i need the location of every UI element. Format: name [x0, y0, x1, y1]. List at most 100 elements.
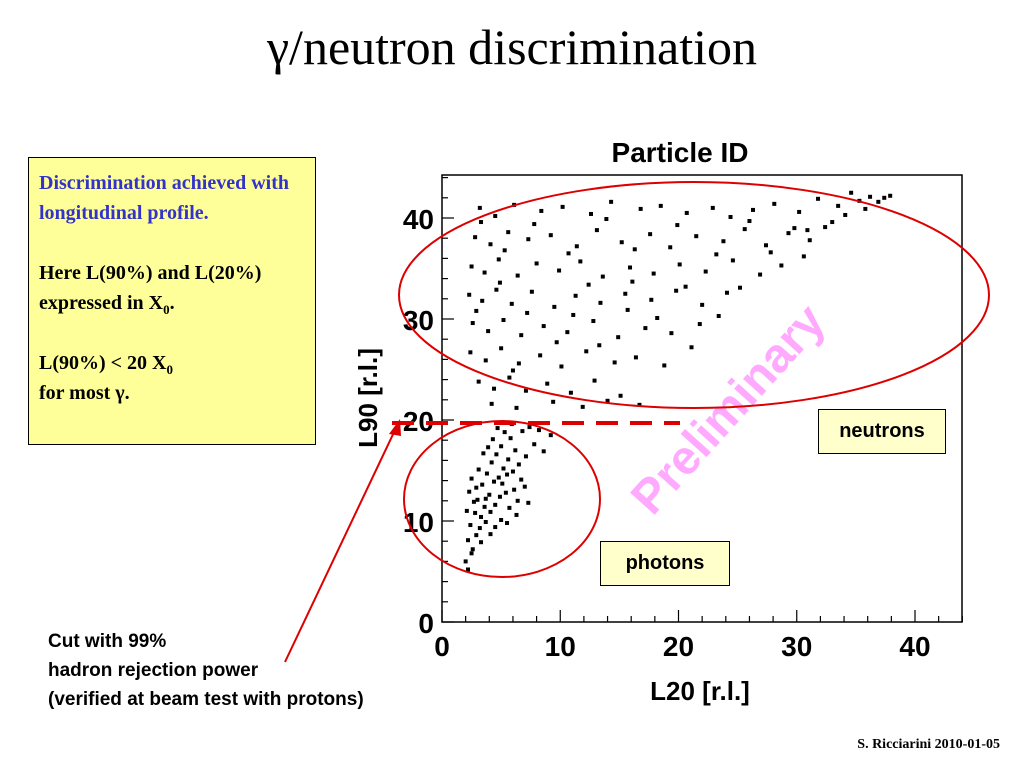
- neutrons-point: [552, 304, 557, 309]
- photons-point: [484, 471, 489, 476]
- photons-point: [483, 496, 488, 501]
- photons-point: [481, 451, 486, 456]
- x-tick-label: 10: [545, 631, 576, 662]
- neutrons-point: [499, 346, 504, 351]
- neutrons-point: [554, 340, 559, 345]
- neutrons-point: [683, 284, 688, 289]
- neutrons-point: [598, 300, 603, 305]
- photons-point: [468, 523, 473, 528]
- neutrons-point: [684, 210, 689, 215]
- neutrons-point: [568, 390, 573, 395]
- neutrons-point: [651, 271, 656, 276]
- neutrons-point: [566, 251, 571, 256]
- photons-point: [463, 559, 468, 564]
- neutrons-point: [677, 262, 682, 267]
- photons-point: [520, 429, 525, 434]
- neutrons-point: [541, 324, 546, 329]
- neutrons-point: [863, 206, 868, 211]
- photons-point: [477, 526, 482, 531]
- photons-point: [474, 485, 479, 490]
- photons-point: [493, 525, 498, 530]
- photons-point: [486, 445, 491, 450]
- photons-point: [466, 538, 471, 543]
- neutrons-point: [591, 319, 596, 324]
- neutrons-point: [600, 274, 605, 279]
- photons-point: [475, 497, 480, 502]
- photons-point: [501, 466, 506, 471]
- neutrons-point: [714, 252, 719, 257]
- neutrons-point: [623, 291, 628, 296]
- neutrons-point: [758, 272, 763, 277]
- neutrons-point: [868, 194, 873, 199]
- neutrons-point: [515, 273, 520, 278]
- neutrons-ellipse: [398, 181, 990, 409]
- neutrons-point: [742, 227, 747, 232]
- photons-point: [499, 517, 504, 522]
- note-discrimination-text: Discrimination achieved with longitudina…: [39, 172, 289, 224]
- neutrons-point: [594, 228, 599, 233]
- neutrons-point: [559, 364, 564, 369]
- neutrons-point: [482, 270, 487, 275]
- photons-point: [476, 467, 481, 472]
- photons-point: [497, 494, 502, 499]
- neutrons-point: [486, 329, 491, 334]
- x-axis-label: L20 [r.l.]: [650, 676, 750, 706]
- photons-point: [488, 532, 493, 537]
- neutrons-point: [573, 293, 578, 298]
- cut-pointer-arrowhead: [389, 419, 401, 436]
- neutrons-point: [605, 398, 610, 403]
- neutrons-point: [721, 239, 726, 244]
- neutrons-point: [830, 220, 835, 225]
- neutrons-point: [609, 199, 614, 204]
- neutrons-point: [716, 313, 721, 318]
- cut-annotation: Cut with 99% hadron rejection power (ver…: [48, 627, 364, 714]
- neutrons-point: [849, 190, 854, 195]
- y-tick-label: 40: [403, 204, 434, 235]
- neutrons-point: [737, 285, 742, 290]
- neutrons-point: [779, 263, 784, 268]
- y-axis-label: L90 [r.l.]: [353, 348, 383, 448]
- neutrons-point: [786, 231, 791, 236]
- neutrons-point: [548, 233, 553, 238]
- neutrons-point: [501, 318, 506, 323]
- neutrons-point: [586, 282, 591, 287]
- y-tick-label: 0: [418, 608, 434, 639]
- photons-point: [515, 498, 520, 503]
- photons-point: [480, 482, 485, 487]
- neutrons-point: [668, 245, 673, 250]
- neutrons-point: [816, 196, 821, 201]
- neutrons-point: [539, 208, 544, 213]
- photons-point: [482, 504, 487, 509]
- x-tick-label: 20: [663, 631, 694, 662]
- photons-point: [479, 540, 484, 545]
- neutrons-point: [703, 269, 708, 274]
- neutrons-point: [560, 204, 565, 209]
- neutrons-point: [888, 193, 893, 198]
- neutrons-point: [750, 207, 755, 212]
- neutrons-point: [674, 288, 679, 293]
- photons-point: [479, 514, 484, 519]
- neutrons-point: [565, 330, 570, 335]
- neutrons-point: [494, 287, 499, 292]
- neutrons-point: [637, 402, 642, 407]
- chart-title: Particle ID: [612, 137, 749, 168]
- neutrons-point: [764, 243, 769, 248]
- neutrons-point: [625, 307, 630, 312]
- neutrons-point: [823, 225, 828, 230]
- note-units-text: Here L(90%) and L(20%) expressed in X0.: [39, 262, 262, 317]
- x-tick-label: 0: [434, 631, 450, 662]
- photons-point: [470, 547, 475, 552]
- photons-point: [532, 442, 537, 447]
- x-tick-label: 40: [899, 631, 930, 662]
- neutrons-point: [492, 386, 497, 391]
- neutrons-point: [669, 331, 674, 336]
- neutrons-point: [649, 297, 654, 302]
- photons-point: [493, 502, 498, 507]
- neutrons-point: [551, 399, 556, 404]
- photons-point: [526, 500, 531, 505]
- neutrons-point: [618, 393, 623, 398]
- photons-point: [500, 481, 505, 486]
- neutrons-point: [516, 361, 521, 366]
- photons-point: [489, 460, 494, 465]
- photons-point: [541, 449, 546, 454]
